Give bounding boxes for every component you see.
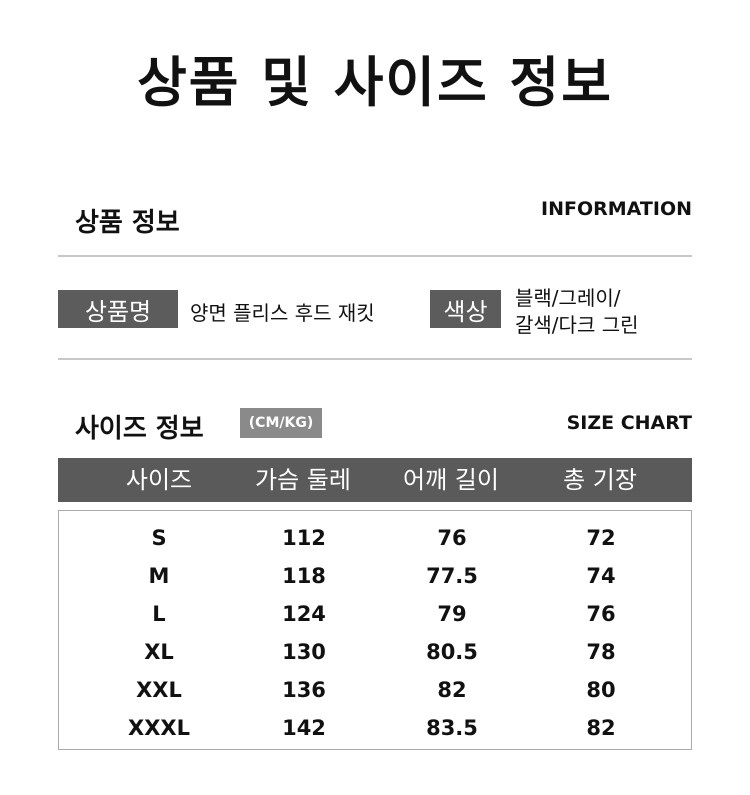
header-shoulder: 어깨 길이	[403, 466, 499, 494]
product-name-value: 양면 플리스 후드 재킷	[190, 301, 375, 325]
color-value: 블랙/그레이/ 갈색/다크 그린	[515, 285, 639, 339]
header-chest: 가슴 둘레	[255, 466, 351, 494]
table-cell: 79	[437, 602, 467, 626]
header-size: 사이즈	[125, 466, 193, 494]
table-cell: 80.5	[426, 640, 478, 664]
table-cell: 74	[586, 564, 616, 588]
color-value-line1: 블랙/그레이/	[515, 286, 621, 310]
table-cell: 118	[282, 564, 326, 588]
table-cell: 142	[282, 716, 326, 740]
product-info-english: INFORMATION	[541, 198, 692, 220]
size-chart-english: SIZE CHART	[566, 412, 692, 434]
product-name-label: 상품명	[58, 290, 178, 328]
table-cell: 112	[282, 526, 326, 550]
table-cell: 76	[586, 602, 616, 626]
size-table-body: S 112 76 72 M 118 77.5 74 L 124 79 76 XL 130 80.5 78 XXL…	[58, 510, 692, 750]
table-cell: 83.5	[426, 716, 478, 740]
product-info-heading: 상품 정보	[75, 208, 180, 238]
color-value-line2: 갈색/다크 그린	[515, 313, 639, 337]
table-cell: XXXL	[128, 716, 190, 740]
table-cell: 72	[586, 526, 616, 550]
table-cell: 80	[586, 678, 616, 702]
table-cell: 124	[282, 602, 326, 626]
divider	[58, 255, 692, 257]
header-length: 총 기장	[563, 466, 637, 494]
table-cell: 77.5	[426, 564, 478, 588]
size-info-heading: 사이즈 정보	[75, 414, 204, 444]
table-cell: 130	[282, 640, 326, 664]
unit-badge: (CM/KG)	[240, 408, 322, 438]
table-cell: 76	[437, 526, 467, 550]
table-cell: M	[148, 564, 170, 588]
table-cell: XXL	[136, 678, 182, 702]
table-cell: 78	[586, 640, 616, 664]
table-cell: L	[152, 602, 166, 626]
table-cell: XL	[144, 640, 174, 664]
table-header: 사이즈 가슴 둘레 어깨 길이 총 기장	[58, 458, 692, 502]
table-cell: S	[151, 526, 167, 550]
divider	[58, 358, 692, 360]
table-cell: 136	[282, 678, 326, 702]
color-label: 색상	[430, 290, 501, 328]
table-cell: 82	[437, 678, 467, 702]
page-title: 상품 및 사이즈 정보	[137, 51, 613, 114]
table-cell: 82	[586, 716, 616, 740]
